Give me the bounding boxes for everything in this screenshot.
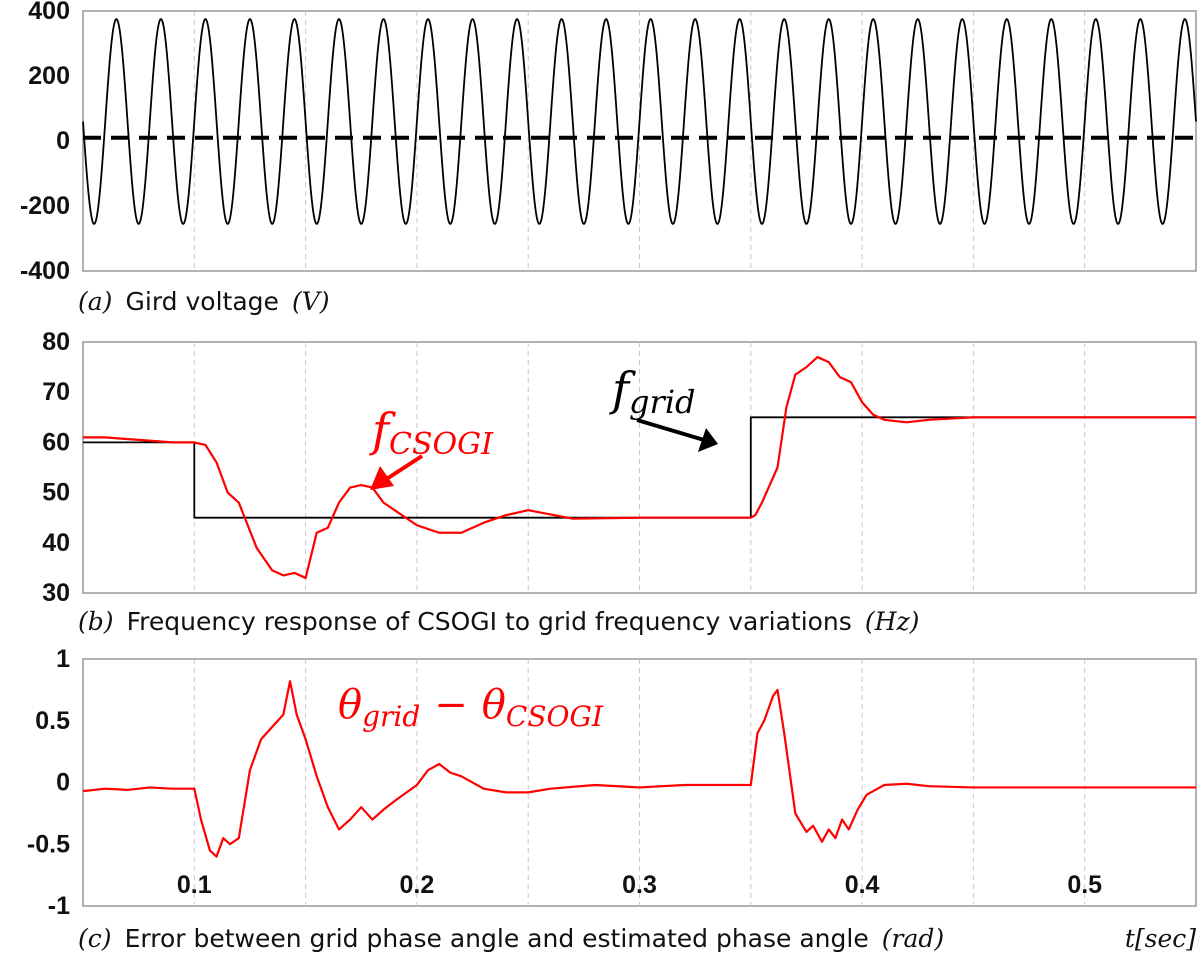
annotation-f-csogi: fCSOGI [369,403,494,462]
y-tick-label: 30 [42,579,70,607]
annotation-theta-op: − [434,682,468,728]
series-line--grid-csogi [82,680,1196,858]
panel-c-grid [193,659,1086,906]
y-tick-label: -1 [48,892,70,920]
panel-a-series [82,18,1197,225]
y-tick-label: 70 [42,378,70,406]
panel-a-yticks: 400 200 0 -200 -400 [20,0,70,285]
annotation-theta-base2: θ [482,682,506,728]
y-tick-label: 80 [42,328,70,356]
y-tick-label: 60 [42,428,70,456]
annotation-f-grid: fgrid [609,362,696,421]
panel-a-caption-text: Gird voltage [126,287,279,316]
y-tick-label: -400 [20,257,70,285]
y-tick-label: 0 [56,127,70,155]
x-tick-label: 0.3 [622,871,657,899]
panel-c-caption-unit: (rad) [882,924,944,953]
annotation-theta-sub: grid [362,700,420,733]
panel-b-series [83,355,1196,580]
panel-c-yticks: 1 0.5 0 -0.5 -1 [27,645,70,920]
annotation-theta-base: θ [338,682,362,728]
panel-c-caption-text: Error between grid phase angle and estim… [125,924,869,953]
x-tick-label: 0.5 [1067,871,1102,899]
x-tick-label: 0.4 [845,871,880,899]
y-tick-label: 1 [56,645,70,673]
series-line-f-csogi [83,355,1196,580]
panel-b-caption-unit: (Hz) [865,607,919,636]
panel-c-caption-prefix: (c) [78,924,112,953]
x-tick-label: 0.2 [400,871,435,899]
panel-c-caption: (c) Error between grid phase angle and e… [78,924,944,953]
y-tick-label: 40 [42,529,70,557]
y-tick-label: 0 [56,769,70,797]
annotation-f-grid-sub: grid [629,383,696,421]
panel-c-series [82,680,1196,858]
y-tick-label: 400 [28,0,70,25]
y-tick-label: 0.5 [35,707,70,735]
annotation-f-csogi-arrow [370,454,424,490]
panel-b: 80 70 60 50 40 30 fgrid fCSOGI (b) Frequency … [42,328,1197,636]
y-tick-label: -200 [20,192,70,220]
panel-c: 10.50-0.5-1 0.1 0.2 0.3 0.4 0.5 θgrid − θCSOGI… [27,645,1197,953]
y-tick-label: -0.5 [27,830,70,858]
panel-a-grid [193,11,1086,271]
series-line-p0-0 [82,18,1197,225]
annotation-theta-sub2: CSOGI [506,700,604,733]
panel-b-grid [193,342,1086,593]
annotation-f-grid-arrow [636,418,718,452]
y-tick-label: 50 [42,479,70,507]
panel-a-caption-unit: (V) [292,287,330,316]
annotation-theta: θgrid − θCSOGI [338,682,604,733]
panel-b-caption-text: Frequency response of CSOGI to grid freq… [127,607,852,636]
panel-a-caption: (a) Gird voltage (V) [78,287,330,316]
x-tick-label: 0.1 [177,871,212,899]
panel-a: 400 200 0 -200 -400 (a) Gird voltage (V) [20,0,1197,316]
panel-b-caption-prefix: (b) [78,607,114,636]
x-axis-label: t[sec] [1125,924,1196,953]
panel-b-caption: (b) Frequency response of CSOGI to grid … [78,607,919,636]
panel-a-caption-prefix: (a) [78,287,112,316]
panel-b-yticks: 80 70 60 50 40 30 [42,328,70,607]
annotation-f-csogi-sub: CSOGI [389,427,494,462]
y-tick-label: 200 [28,62,70,90]
panel-c-xticks: 0.1 0.2 0.3 0.4 0.5 [177,871,1102,899]
